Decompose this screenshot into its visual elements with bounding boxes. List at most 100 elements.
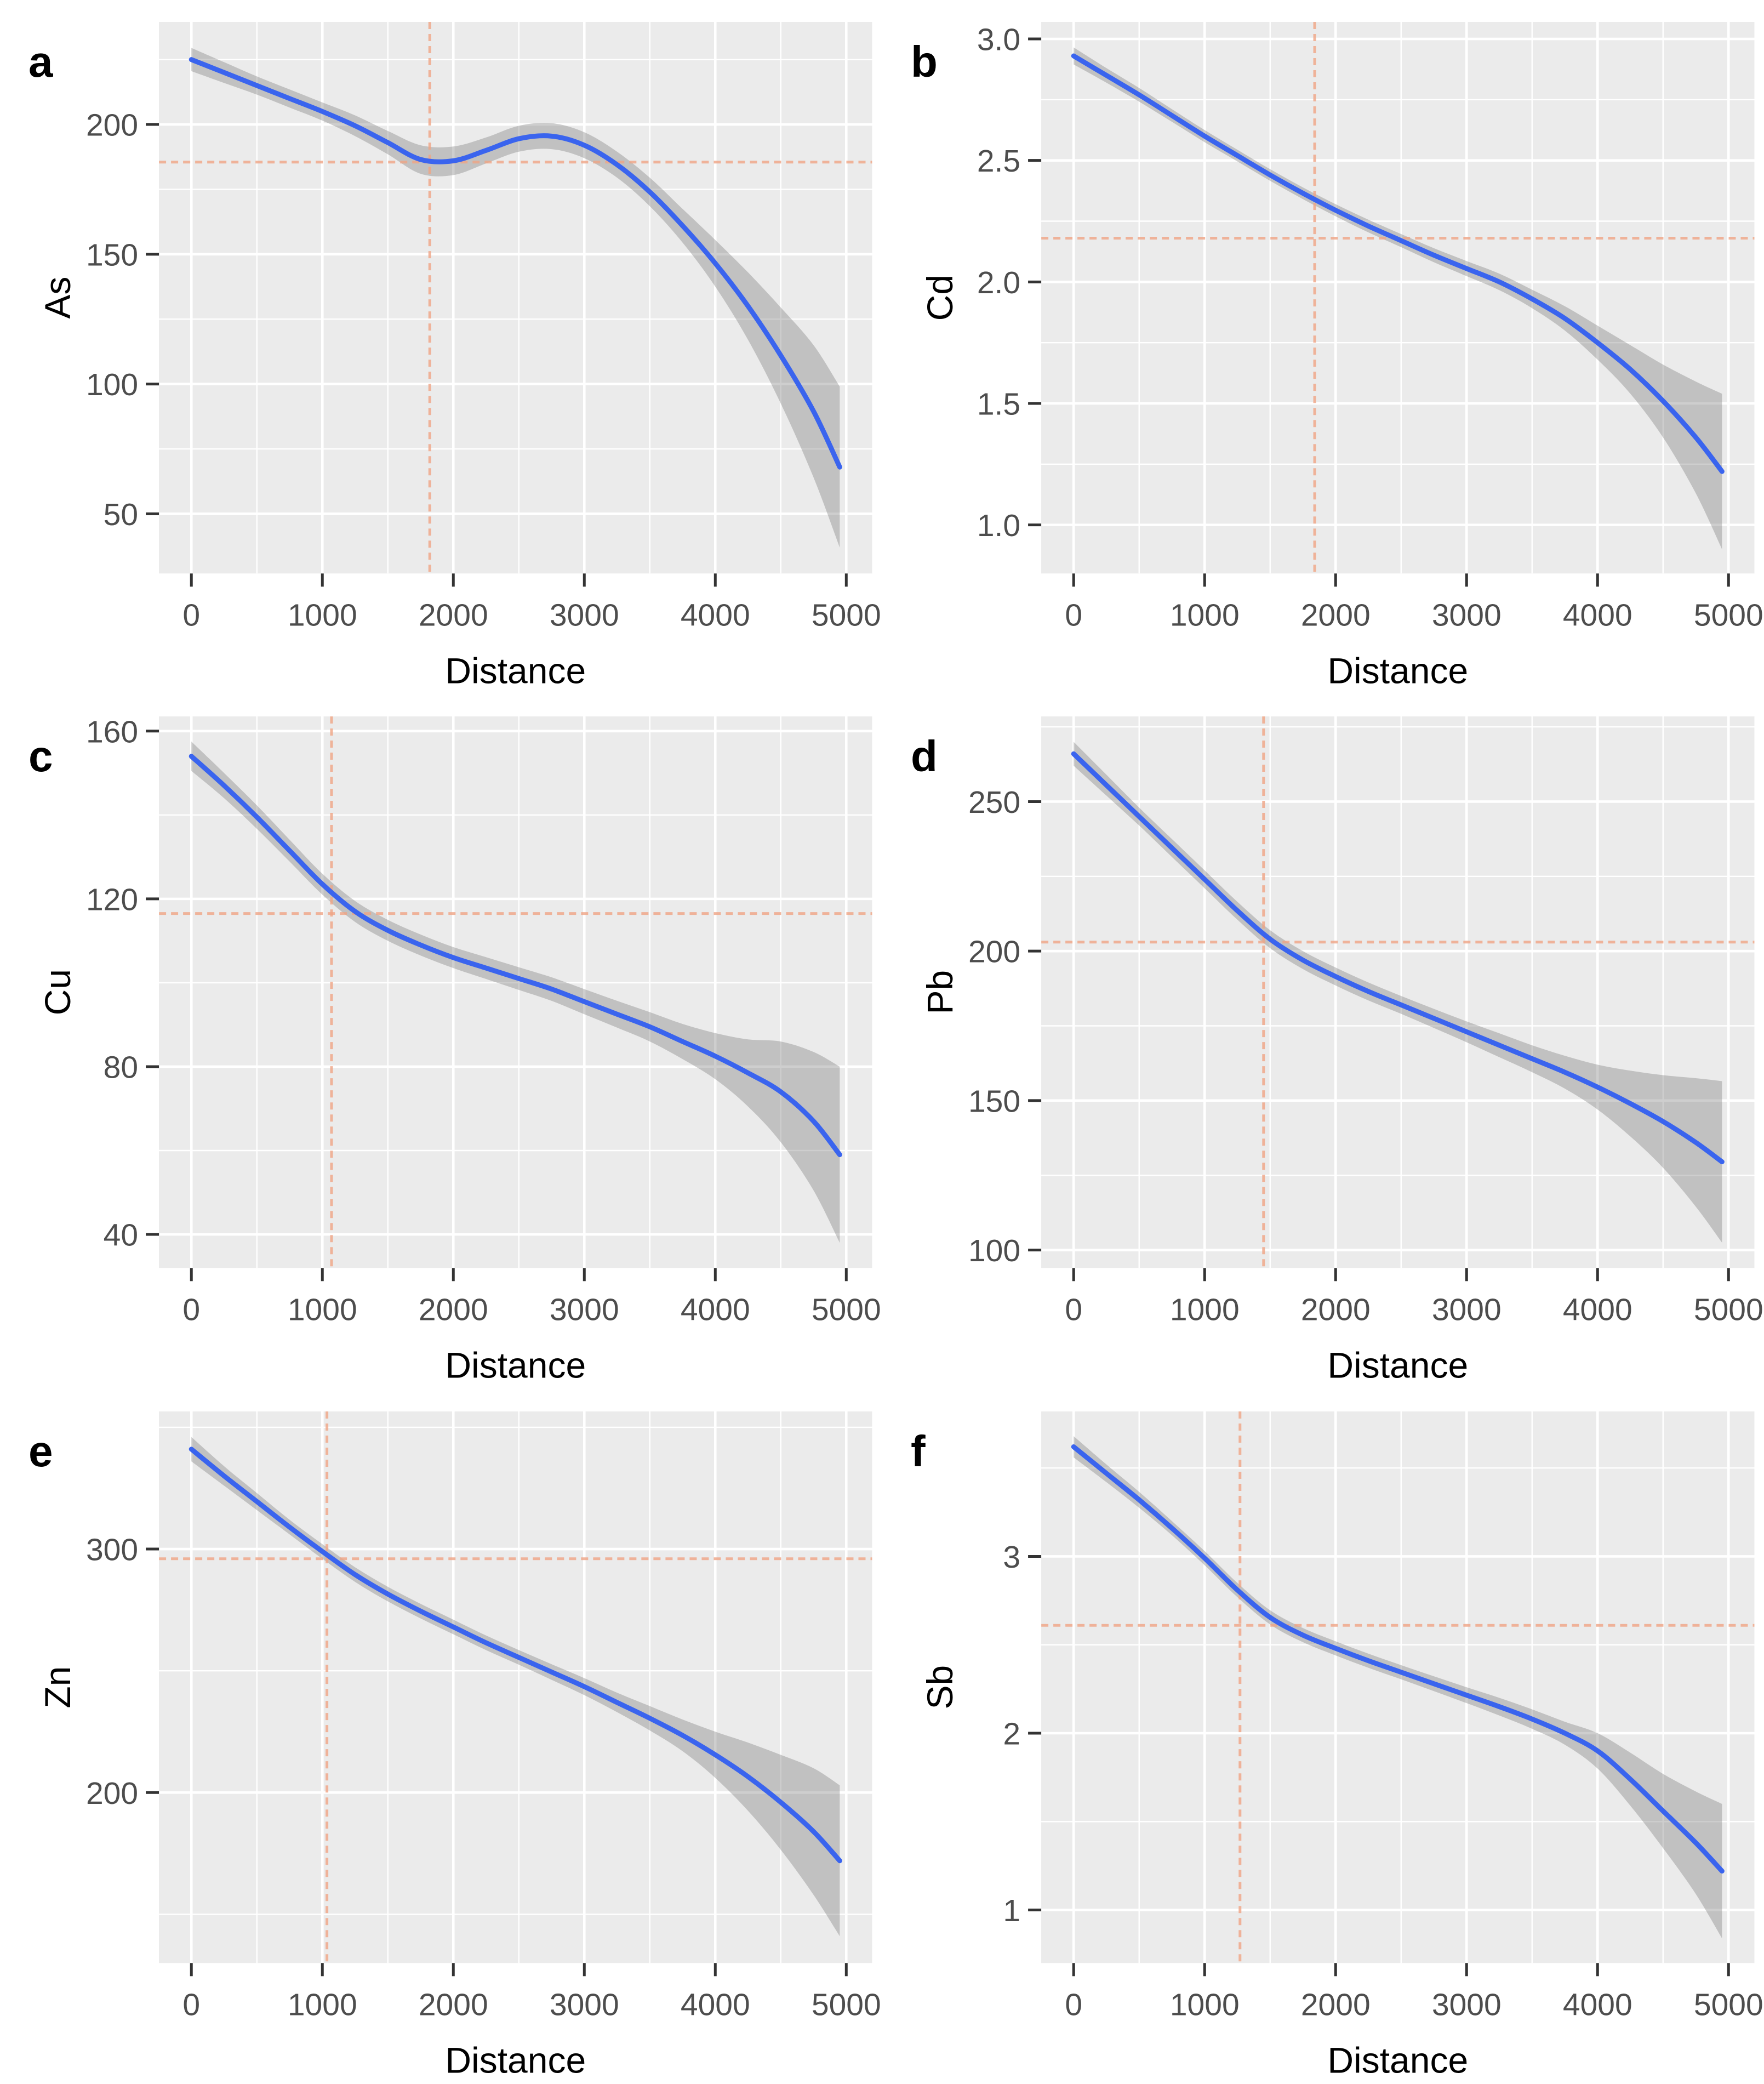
x-tick-label: 0 [182, 597, 200, 633]
x-axis-title: Distance [445, 650, 586, 691]
x-tick-label: 3000 [1431, 1987, 1501, 2022]
x-tick-label: 0 [1065, 1987, 1082, 2022]
x-tick-label: 1000 [288, 597, 357, 633]
panel-letter: a [28, 37, 54, 86]
panel-d-svg: 100 150 200 250 0 1000 2000 3000 4000 5000 Distanc… [911, 716, 1763, 1386]
x-tick-label: 0 [182, 1292, 200, 1328]
panel-a: 50 100 150 200 0 1000 2000 3000 4000 5000 Distance… [0, 0, 882, 694]
x-axis-title: Distance [1327, 650, 1468, 691]
plot-background [1041, 22, 1754, 574]
y-axis-title: Pb [920, 970, 960, 1015]
y-tick-label: 3.0 [977, 22, 1020, 58]
panel-b: 1.0 1.5 2.0 2.5 3.0 0 1000 2000 3000 4000 5000 Dist… [882, 0, 1764, 694]
y-tick-label: 200 [86, 1775, 138, 1810]
plot-background [1041, 716, 1754, 1268]
y-tick-label: 2.0 [977, 265, 1020, 300]
plot-layers [1041, 716, 1754, 1268]
y-tick-label: 2.5 [977, 144, 1020, 179]
x-tick-label: 2000 [419, 597, 488, 633]
panel-f: 1 2 3 0 1000 2000 3000 4000 5000 Distance Sb f [882, 1390, 1764, 2084]
x-tick-label: 5000 [1693, 597, 1763, 633]
trend-line [189, 57, 842, 470]
y-tick-label: 160 [86, 715, 138, 750]
x-tick-label: 5000 [1693, 1987, 1763, 2022]
x-tick-label: 4000 [1562, 597, 1632, 633]
plot-layers [159, 716, 872, 1268]
x-tick-label: 5000 [812, 1987, 881, 2022]
y-axis-title: Cu [37, 969, 78, 1015]
panel-e: 200 300 0 1000 2000 3000 4000 5000 Distance Zn e [0, 1390, 882, 2084]
x-axis-title: Distance [445, 1345, 586, 1386]
y-tick-label: 250 [968, 785, 1020, 820]
panel-d: 100 150 200 250 0 1000 2000 3000 4000 5000 Distanc… [882, 694, 1764, 1389]
panel-c: 40 80 120 160 0 1000 2000 3000 4000 5000 Distance C… [0, 694, 882, 1389]
x-tick-label: 1000 [288, 1987, 357, 2022]
x-tick-label: 1000 [1169, 1987, 1239, 2022]
confidence-ribbon [191, 48, 840, 548]
y-tick-label: 40 [104, 1218, 138, 1253]
panel-letter: b [911, 37, 938, 86]
y-tick-label: 1.0 [977, 508, 1020, 543]
y-tick-label: 100 [86, 367, 138, 402]
x-tick-label: 3000 [1431, 597, 1501, 633]
x-tick-label: 3000 [550, 597, 619, 633]
x-tick-label: 2000 [1300, 597, 1370, 633]
x-tick-label: 2000 [419, 1292, 488, 1328]
panel-c-svg: 40 80 120 160 0 1000 2000 3000 4000 5000 Distance C… [28, 715, 881, 1386]
x-tick-label: 4000 [1562, 1987, 1632, 2022]
x-tick-label: 5000 [1693, 1292, 1763, 1328]
x-tick-label: 3000 [1431, 1292, 1501, 1328]
x-axis-title: Distance [1327, 1345, 1468, 1386]
plot-layers [1041, 1411, 1754, 1963]
y-axis-title: Sb [920, 1665, 960, 1709]
trend-line [1071, 1444, 1725, 1874]
x-tick-label: 0 [1065, 597, 1082, 633]
plot-background [159, 716, 872, 1268]
y-axis-title: Cd [920, 275, 960, 321]
x-tick-label: 5000 [812, 1292, 881, 1328]
y-tick-label: 100 [968, 1233, 1020, 1268]
x-tick-label: 4000 [681, 1292, 750, 1328]
panel-f-svg: 1 2 3 0 1000 2000 3000 4000 5000 Distance Sb f [911, 1411, 1763, 2080]
plot-layers [1041, 22, 1754, 574]
y-tick-label: 300 [86, 1532, 138, 1567]
plot-background [1041, 1411, 1754, 1963]
plot-background [159, 22, 872, 574]
panel-b-svg: 1.0 1.5 2.0 2.5 3.0 0 1000 2000 3000 4000 5000 Dist… [911, 22, 1763, 691]
x-tick-label: 0 [1065, 1292, 1082, 1328]
panel-letter: e [28, 1427, 53, 1476]
trend-line [1071, 53, 1725, 474]
y-tick-label: 80 [104, 1050, 138, 1085]
y-tick-label: 2 [1003, 1716, 1020, 1751]
x-tick-label: 2000 [1300, 1987, 1370, 2022]
confidence-ribbon [1073, 47, 1722, 549]
trend-line [189, 1446, 842, 1863]
x-tick-label: 3000 [550, 1292, 619, 1328]
panel-letter: c [28, 732, 53, 781]
plot-layers [159, 22, 872, 574]
panel-letter: f [911, 1427, 926, 1476]
x-tick-label: 3000 [550, 1987, 619, 2022]
y-tick-label: 150 [968, 1084, 1020, 1119]
x-tick-label: 4000 [681, 1987, 750, 2022]
x-tick-label: 1000 [1169, 597, 1239, 633]
x-tick-label: 4000 [681, 597, 750, 633]
y-tick-label: 50 [104, 497, 138, 532]
x-axis-title: Distance [1327, 2040, 1468, 2080]
x-tick-label: 4000 [1562, 1292, 1632, 1328]
y-tick-label: 1.5 [977, 386, 1020, 422]
trend-line [189, 754, 842, 1158]
x-tick-label: 1000 [288, 1292, 357, 1328]
panel-letter: d [911, 732, 938, 781]
y-axis-title: As [37, 277, 78, 319]
x-tick-label: 2000 [419, 1987, 488, 2022]
x-tick-label: 2000 [1300, 1292, 1370, 1328]
plot-background [159, 1411, 872, 1963]
y-tick-label: 150 [86, 237, 138, 272]
y-tick-label: 200 [968, 935, 1020, 970]
x-tick-label: 1000 [1169, 1292, 1239, 1328]
y-tick-label: 1 [1003, 1893, 1020, 1928]
